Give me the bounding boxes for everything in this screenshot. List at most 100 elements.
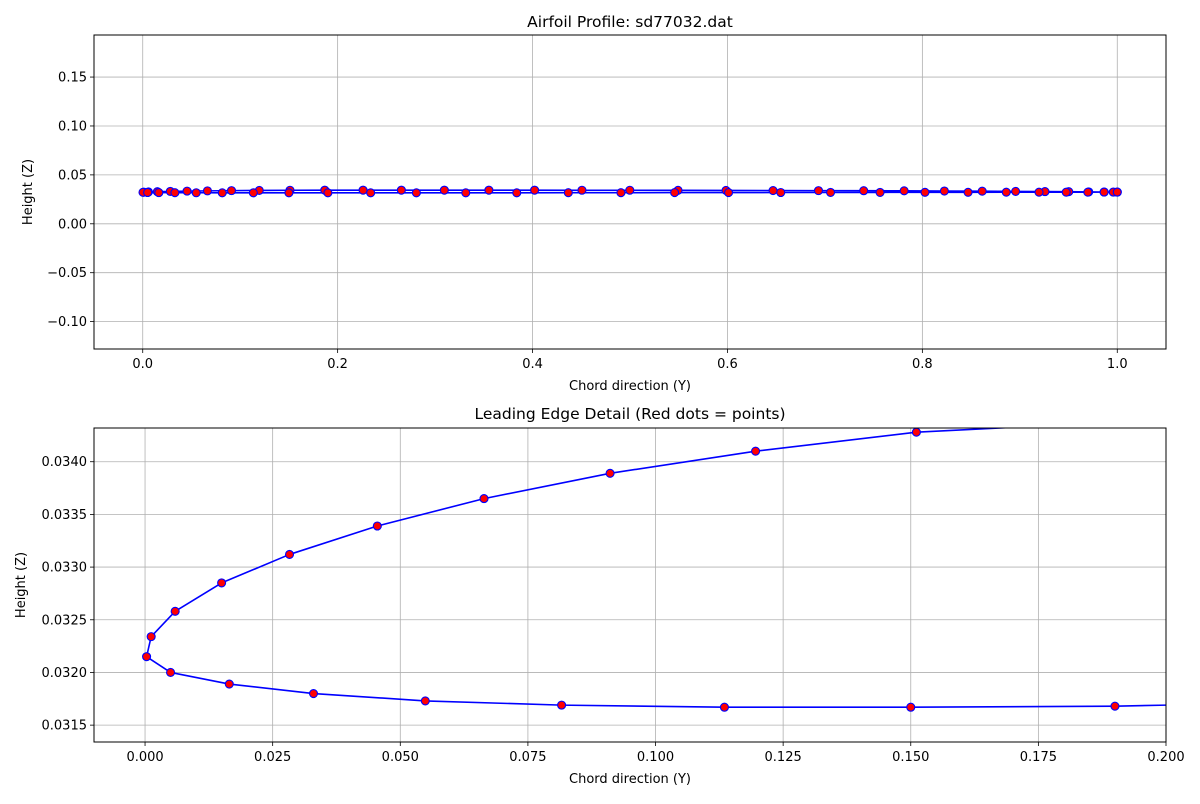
leading-edge-detail-axes: 0.000 0.025 0.050 0.075 0.100 0.125 0.150 0.175… [14,405,1185,787]
x-tick-label: 0.6 [717,357,738,372]
y-axis-label: Height (Z) [21,159,36,225]
y-tick-label: 0.00 [58,217,87,232]
data-point [1011,186,1021,196]
x-tick-label: 0.075 [509,750,546,765]
data-point [719,702,729,712]
y-tick-label: 0.15 [58,71,87,86]
y-tick-label: −0.10 [47,315,87,330]
plot-title: Airfoil Profile: sd77032.dat [527,13,733,31]
x-tick-label: 0.025 [254,750,291,765]
data-point [396,185,406,195]
data-point [166,667,176,678]
y-tick-label: 0.0335 [42,508,88,523]
data-point [484,185,494,195]
data-point [563,188,573,198]
x-tick-label: 0.100 [637,750,674,765]
y-tick-label: 0.0320 [42,666,88,681]
data-point [284,188,294,198]
data-point [1112,187,1122,197]
data-point [1001,187,1011,197]
data-point [411,188,421,198]
x-tick-label: 0.150 [892,750,929,765]
data-point [224,679,234,689]
x-tick-label: 0.200 [1147,750,1184,765]
data-point [170,188,180,198]
x-axis-label: Chord direction (Y) [569,379,691,394]
y-tick-label: 0.05 [58,168,87,183]
data-point [372,521,382,531]
data-point [813,186,824,196]
data-point [512,188,522,198]
data-point [226,186,237,196]
data-point [202,186,212,196]
x-tick-label: 0.4 [522,357,543,372]
data-point [248,188,258,198]
data-point [616,188,626,198]
data-point [323,188,333,198]
data-point [170,606,180,616]
data-point [605,468,615,478]
data-point [911,428,921,437]
data-point [182,186,192,196]
data-point [366,188,376,198]
tick-marks: 0.000 0.025 0.050 0.075 0.100 0.125 0.150 0.175… [42,455,1185,765]
data-point [1061,187,1071,197]
data-point [920,187,930,197]
y-tick-label: 0.0330 [42,561,88,576]
data-layer [142,428,1166,712]
y-tick-label: 0.10 [58,119,87,134]
data-point [1083,187,1093,197]
x-tick-label: 0.2 [327,357,348,372]
data-point [723,188,734,198]
data-point [875,187,885,197]
x-axis-label: Chord direction (Y) [569,772,691,787]
data-layer [138,185,1122,198]
x-tick-label: 0.0 [132,357,153,372]
data-point [439,185,449,195]
data-point [939,186,949,196]
data-point [826,187,836,197]
data-point [906,702,916,712]
x-tick-label: 0.000 [126,750,163,765]
airfoil-profile-axes: 0.0 0.2 0.4 0.6 0.8 1.0 −0.10 −0.05 0.00 0.05 0.10… [21,13,1167,394]
data-point [142,652,152,662]
x-tick-label: 0.175 [1020,750,1057,765]
plot-title: Leading Edge Detail (Red dots = points) [474,405,785,423]
data-point [768,185,778,196]
data-point [751,446,761,456]
data-point [1099,187,1109,197]
data-point [670,188,680,198]
data-point [899,186,909,196]
data-point [977,186,987,196]
data-point [530,185,540,195]
data-point [420,696,430,706]
data-point [146,632,156,642]
x-tick-label: 0.8 [912,357,933,372]
axes-frame [93,34,1167,350]
y-tick-label: 0.0325 [42,613,88,628]
data-point [284,549,295,559]
y-tick-label: 0.0340 [42,455,88,470]
series-line [145,428,1166,709]
data-point [625,185,635,195]
data-point [154,188,164,198]
data-point [479,494,489,504]
data-point [577,185,587,195]
y-axis-label: Height (Z) [14,552,29,618]
tick-marks: 0.0 0.2 0.4 0.6 0.8 1.0 −0.10 −0.05 0.00 0.05 0.10… [47,71,1127,372]
data-point [557,700,567,710]
x-tick-label: 0.050 [382,750,419,765]
data-point [217,578,227,588]
data-point [308,688,319,699]
data-point [1110,701,1120,711]
data-point [143,187,153,198]
data-point [461,188,471,198]
x-tick-label: 0.125 [765,750,802,765]
grid-lines [94,428,1167,742]
data-point [776,187,786,198]
y-tick-label: 0.0315 [42,719,88,734]
y-tick-label: −0.05 [47,266,87,281]
data-point [859,186,869,196]
